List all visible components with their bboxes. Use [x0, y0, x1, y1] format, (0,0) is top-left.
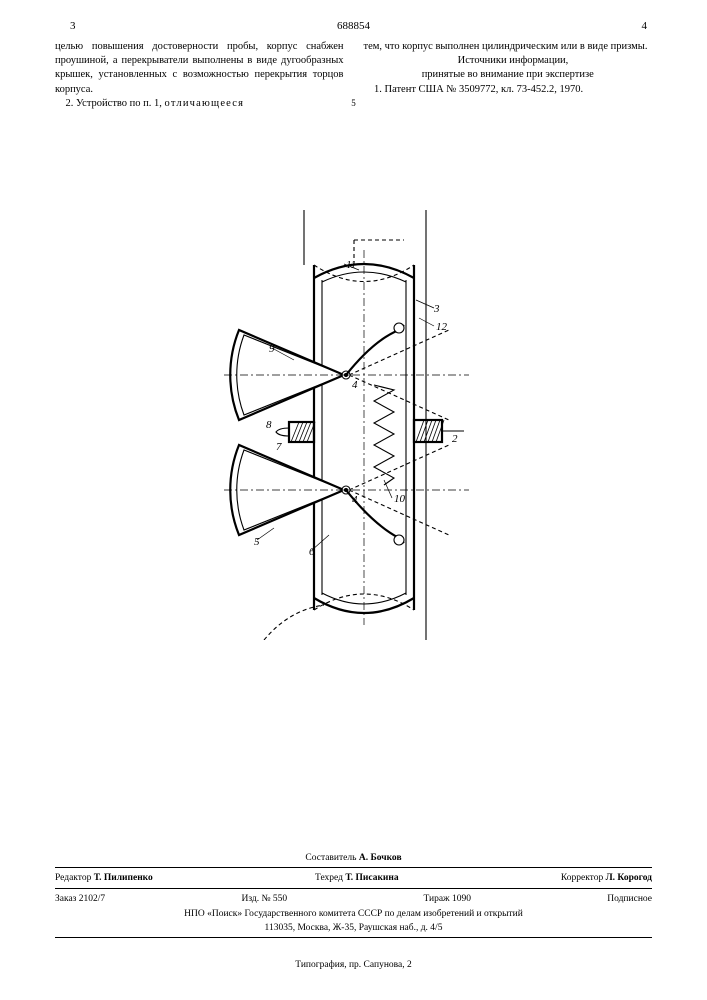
svg-text:12: 12 — [436, 321, 448, 333]
techred-name: Т. Писакина — [345, 873, 398, 883]
right-p4: 1. Патент США № 3509772, кл. 73-452.2, 1… — [364, 83, 653, 97]
tirazh: Тираж 1090 — [423, 894, 471, 904]
svg-text:10: 10 — [394, 493, 406, 505]
left-p2-spaced: отличающееся — [165, 98, 245, 109]
compositor-label: Составитель — [305, 853, 358, 863]
svg-text:11: 11 — [346, 259, 356, 271]
imprint-block: Составитель А. Бочков Редактор Т. Пилипе… — [55, 851, 652, 940]
figure-svg: 234567891011124 — [194, 210, 514, 640]
left-p1: целью повышения достоверности пробы, кор… — [55, 40, 344, 97]
techred: Техред Т. Писакина — [315, 873, 399, 883]
editor: Редактор Т. Пилипенко — [55, 873, 153, 883]
svg-text:8: 8 — [266, 419, 272, 431]
podpisnoe: Подписное — [607, 894, 652, 904]
techred-label: Техред — [315, 873, 345, 883]
compositor-name: А. Бочков — [359, 853, 402, 863]
izd-no: Изд. № 550 — [241, 894, 287, 904]
left-column: целью повышения достоверности пробы, кор… — [55, 40, 344, 111]
hr-2 — [55, 888, 652, 889]
corrector-label: Корректор — [561, 873, 606, 883]
page-number-left: 3 — [70, 20, 76, 32]
print-row: Заказ 2102/7 Изд. № 550 Тираж 1090 Подпи… — [55, 891, 652, 907]
right-p1: тем, что корпус выполнен цилиндрическим … — [364, 40, 653, 54]
line-number-5: 5 — [351, 98, 356, 108]
hr-3 — [55, 937, 652, 938]
right-column: тем, что корпус выполнен цилиндрическим … — [364, 40, 653, 111]
right-p2: Источники информации, — [364, 54, 653, 68]
svg-text:2: 2 — [452, 433, 458, 445]
corrector-name: Л. Корогод — [606, 873, 652, 883]
svg-text:3: 3 — [433, 303, 440, 315]
svg-text:7: 7 — [276, 441, 282, 453]
editor-name: Т. Пилипенко — [94, 873, 153, 883]
left-p2: 2. Устройство по п. 1, отличающееся — [55, 97, 344, 111]
patent-figure: 234567891011124 — [194, 210, 514, 640]
hr-1 — [55, 867, 652, 868]
org-line: НПО «Поиск» Государственного комитета СС… — [55, 907, 652, 921]
document-number: 688854 — [337, 20, 370, 32]
address-line: 113035, Москва, Ж-35, Раушская наб., д. … — [55, 921, 652, 935]
staff-row: Редактор Т. Пилипенко Техред Т. Писакина… — [55, 870, 652, 886]
editor-label: Редактор — [55, 873, 94, 883]
svg-text:4: 4 — [352, 379, 358, 391]
order-no: Заказ 2102/7 — [55, 894, 105, 904]
left-p2-prefix: 2. Устройство по п. 1, — [66, 98, 165, 109]
typography-line: Типография, пр. Сапунова, 2 — [0, 960, 707, 970]
svg-text:5: 5 — [254, 536, 260, 548]
page-number-right: 4 — [642, 20, 648, 32]
svg-text:4: 4 — [352, 494, 358, 506]
corrector: Корректор Л. Корогод — [561, 873, 652, 883]
right-p3: принятые во внимание при экспертизе — [364, 68, 653, 82]
compositor-row: Составитель А. Бочков — [55, 851, 652, 865]
